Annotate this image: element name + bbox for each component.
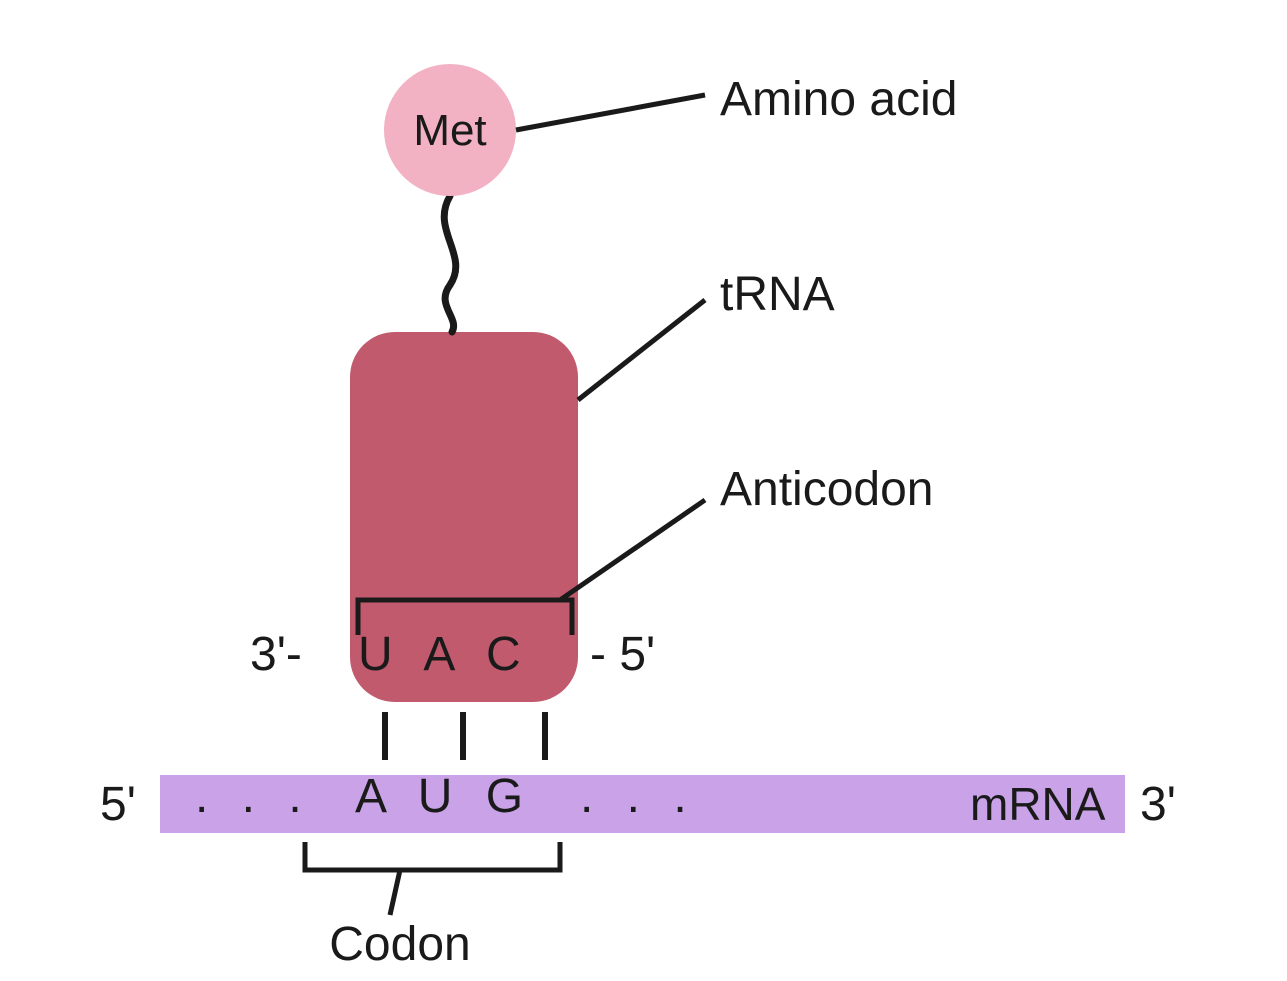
- codon-left-dots: . . .: [195, 770, 312, 823]
- codon-bases: A U G: [355, 770, 533, 823]
- amino-acid-callout: Amino acid: [720, 73, 957, 126]
- anticodon-callout: Anticodon: [720, 463, 934, 516]
- mrna-label: mRNA: [970, 778, 1106, 830]
- trna-callout-line: [578, 300, 705, 400]
- codon-right-dots: . . .: [580, 770, 697, 823]
- codon-callout-line: [390, 870, 400, 915]
- trna-callout: tRNA: [720, 268, 835, 321]
- anticodon-left-end: 3'-: [250, 628, 302, 681]
- mrna-5prime: 5': [100, 778, 136, 831]
- anticodon-right-end: - 5': [590, 628, 655, 681]
- mrna-3prime: 3': [1140, 778, 1176, 831]
- pair-ticks: [385, 712, 545, 760]
- amino-acid-link: [444, 196, 456, 332]
- anticodon-bases: U A C: [358, 628, 531, 681]
- anticodon-callout-line: [560, 500, 705, 600]
- amino-acid-callout-line: [516, 95, 705, 130]
- codon-callout: Codon: [329, 918, 470, 971]
- codon-bracket: [305, 842, 560, 870]
- amino-acid-label: Met: [413, 106, 486, 155]
